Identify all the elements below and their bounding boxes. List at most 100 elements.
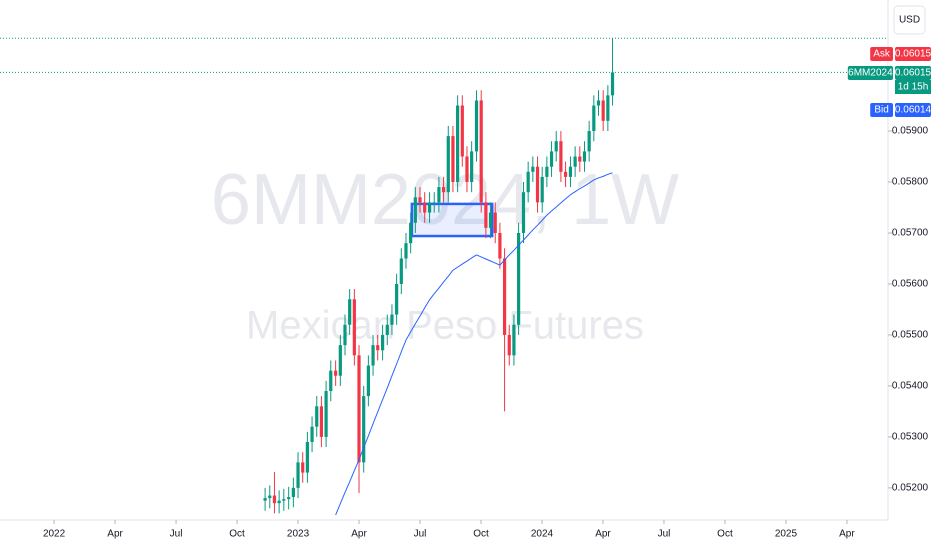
candle-body	[418, 197, 422, 203]
x-tick-label: Jul	[658, 529, 671, 540]
candle-body	[559, 141, 563, 172]
candle-body	[413, 197, 417, 223]
currency-label[interactable]: USD	[899, 15, 920, 26]
quote-value-box	[895, 103, 931, 117]
candle-body	[348, 299, 352, 325]
candle-body	[540, 176, 544, 203]
candle-body	[268, 495, 272, 499]
candle-body	[404, 243, 408, 259]
candle-body	[381, 334, 385, 351]
candle-body	[549, 151, 554, 167]
candle-body	[296, 462, 300, 488]
axes: 0.05200 0.05300 0.05400 0.05500 0.05600 0.057…	[43, 126, 929, 540]
candle-body	[338, 345, 342, 376]
quote-value-box	[895, 47, 931, 61]
candle-body	[366, 365, 370, 397]
y-tick-label: 0.05600	[892, 279, 929, 290]
candle-body	[371, 345, 375, 366]
candle-body	[287, 497, 291, 500]
candle-body	[535, 166, 540, 203]
candle-body	[451, 136, 455, 182]
countdown: 1d 15h	[898, 82, 929, 93]
candle-body	[362, 396, 366, 463]
y-tick-label: 0.05500	[892, 330, 929, 341]
quote-name-box	[870, 103, 893, 117]
candle-body	[376, 345, 380, 351]
x-tick-label: Oct	[229, 529, 245, 540]
watermark-title: 6MM2024, 1W	[211, 160, 679, 240]
quote-value: 0.06014	[895, 105, 932, 116]
candle-body	[343, 324, 347, 346]
quote-name-box	[870, 47, 893, 61]
candle-body	[357, 355, 361, 463]
candle-body	[263, 498, 267, 501]
candle-body	[606, 95, 610, 121]
quote-name-box	[847, 66, 893, 80]
y-tick-label: 0.05200	[892, 483, 929, 494]
candle-body	[554, 141, 558, 152]
candle-body	[526, 171, 530, 193]
candle-body	[545, 166, 549, 177]
countdown-box	[895, 80, 931, 94]
plot	[0, 37, 888, 516]
candle-body	[460, 105, 464, 157]
candle-body	[310, 426, 314, 442]
candle-body	[507, 334, 511, 356]
candle-body	[301, 462, 305, 473]
candle-body	[277, 500, 281, 504]
y-tick-label: 0.05400	[892, 381, 929, 392]
quote-name: Bid	[874, 105, 888, 116]
y-tick-label: 0.05800	[892, 177, 929, 188]
candle-body	[587, 131, 591, 152]
quote-value: 0.06015	[895, 68, 932, 79]
candle-body	[474, 100, 479, 152]
x-tick-label: Jul	[170, 529, 183, 540]
moving-average	[335, 172, 613, 516]
candle-body	[390, 314, 394, 325]
watermark: 6MM2024, 1W Mexican Peso Futures	[211, 160, 679, 348]
candle-body	[578, 156, 582, 162]
y-tick-label: 0.05900	[892, 126, 929, 137]
quote-value-box	[895, 66, 931, 80]
candle-body	[282, 499, 286, 501]
candle-body	[432, 202, 436, 204]
candle-body	[315, 406, 319, 427]
candle-body	[582, 151, 587, 162]
candle-body	[291, 487, 295, 498]
candle-body	[479, 100, 483, 203]
candle-body	[423, 202, 427, 213]
x-tick-label: Oct	[717, 529, 733, 540]
candle-body	[484, 202, 488, 228]
candle-body	[573, 156, 577, 167]
x-tick-label: Jul	[414, 529, 427, 540]
candle-body	[502, 258, 507, 335]
candle-body	[601, 100, 605, 121]
quote-name: 6MM2024	[848, 68, 893, 79]
y-tick-label: 0.05700	[892, 228, 929, 239]
candle-body	[493, 212, 497, 233]
candle-body	[329, 370, 333, 392]
candle-body	[456, 105, 460, 182]
candle-body	[498, 232, 502, 259]
candle-body	[512, 324, 516, 356]
x-tick-label: Apr	[107, 529, 123, 540]
candle-body	[446, 136, 450, 193]
candle-body	[399, 258, 403, 284]
watermark-subtitle: Mexican Peso Futures	[246, 304, 644, 348]
candle-body	[531, 166, 535, 172]
candle-body	[488, 212, 493, 228]
candle-body	[437, 187, 441, 203]
candle-body	[596, 100, 601, 106]
candle-body	[517, 232, 521, 325]
currency-button-frame[interactable]	[893, 5, 926, 35]
x-tick-label: Apr	[839, 529, 855, 540]
currency-button[interactable]: USD	[893, 5, 926, 35]
candle-body	[324, 391, 328, 437]
candle-body	[568, 166, 573, 177]
candle-body	[272, 495, 277, 504]
candle-body	[395, 283, 399, 315]
